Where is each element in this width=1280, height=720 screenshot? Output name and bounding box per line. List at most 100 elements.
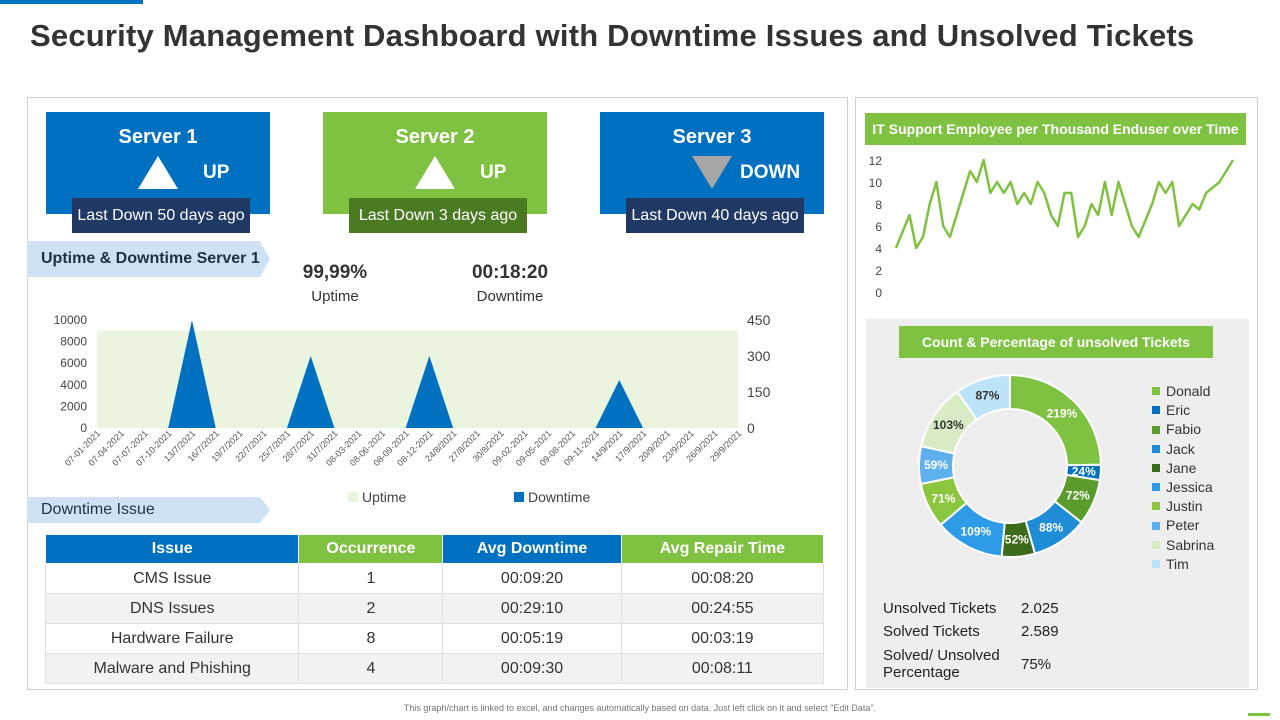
table-cell: Hardware Failure [44,623,300,654]
donut-data-label: 219% [1047,406,1078,420]
y-right-tick-label: 0 [747,420,755,436]
unsolved-tickets-stat: Unsolved Tickets 2.025 [883,600,1059,617]
up-arrow-icon [138,156,178,189]
unsolved-label: Unsolved Tickets [883,600,997,617]
issues-table: Issue Occurrence Avg Downtime Avg Repair Ti… [44,534,825,684]
legend-item: Peter [1152,516,1199,534]
table-cell: DNS Issues [44,593,300,624]
server-status: DOWN [740,162,801,183]
downtime-area [97,320,738,428]
y-left-tick-label: 6000 [60,356,87,370]
legend-swatch [1152,406,1160,415]
legend-swatch [514,492,524,502]
server-card-2[interactable]: Server 2 UP Last Down 3 days ago [323,112,547,233]
pct-value: 75% [1021,656,1052,673]
top-accent-bar [0,0,143,4]
legend-item: Jessica [1152,478,1213,496]
legend-item: Sabrina [1152,536,1214,554]
server-status: UP [203,162,230,183]
support-line-series [894,158,1235,250]
tickets-chart-title: Count & Percentage of unsolved Tickets [899,326,1213,358]
table-header-cell: Avg Downtime [442,534,622,564]
table-header-cell: Occurrence [298,534,444,564]
legend-swatch [1152,483,1160,492]
donut-data-label: 88% [1039,520,1063,534]
table-cell: 1 [298,563,444,594]
donut-data-label: 52% [1005,533,1029,547]
legend-label: Fabio [1166,421,1202,438]
it-support-chart-title: IT Support Employee per Thousand Enduser… [865,113,1246,145]
table-row: Hardware Failure 8 00:05:19 00:03:19 [44,623,825,654]
table-row: DNS Issues 2 00:29:10 00:24:55 [44,593,825,624]
table-row: CMS Issue 1 00:09:20 00:08:20 [44,563,825,594]
page-title: Security Management Dashboard with Downt… [30,18,1195,53]
donut-data-label: 71% [931,491,955,505]
y-left-tick-label: 4000 [60,378,87,392]
last-down-badge: Last Down 40 days ago [626,198,804,233]
donut-data-label: 24% [1072,464,1096,478]
legend-swatch [1152,521,1160,530]
table-cell: 00:09:30 [442,653,622,684]
table-row: Malware and Phishing 4 00:09:30 00:08:11 [44,653,825,684]
legend-label: Donald [1166,383,1211,399]
it-support-line-chart: 12 10 8 6 4 2 0 [869,154,1235,300]
server-status: UP [480,162,507,183]
y-tick-label: 6 [875,220,882,234]
pct-label-line1: Solved/ Unsolved [883,647,1000,664]
table-cell: 00:08:11 [620,653,825,684]
server-card-1[interactable]: Server 1 UP Last Down 50 days ago [46,112,270,233]
legend-item: Justin [1152,497,1203,515]
table-cell: 4 [298,653,444,684]
legend-label: Justin [1166,498,1203,515]
table-cell: 00:08:20 [620,563,825,594]
legend-label: Tim [1166,555,1189,572]
y-tick-label: 8 [875,198,882,212]
y-tick-label: 12 [869,154,883,168]
last-down-badge: Last Down 3 days ago [349,198,527,233]
legend-swatch [1152,425,1160,434]
legend-swatch [1152,387,1160,396]
uptime-label: Uptime [311,288,359,305]
table-cell: 00:09:20 [442,563,622,594]
donut-data-label: 103% [933,418,964,432]
y-left-tick-label: 10000 [54,313,88,327]
y-tick-label: 2 [875,264,882,278]
solved-tickets-stat: Solved Tickets 2.589 [883,623,1059,640]
legend-item: Jane [1152,459,1196,477]
downtime-label: Downtime [476,288,544,305]
legend-label: Jack [1166,440,1195,457]
donut-data-label: 87% [975,389,999,403]
uptime-kpi: 99,99% Uptime [275,262,395,305]
y-right-tick-label: 150 [747,384,771,400]
legend-label: Sabrina [1166,536,1215,553]
table-cell: 00:03:19 [620,623,825,654]
table-header-cell: Avg Repair Time [620,534,825,564]
legend-label: Downtime [528,489,590,505]
legend-swatch [1152,560,1160,569]
y-tick-label: 4 [875,242,882,256]
solved-value: 2.589 [1021,623,1059,640]
footnote: This graph/chart is linked to excel, and… [403,703,877,713]
legend-swatch [1152,502,1160,511]
legend-swatch [348,492,358,502]
legend-swatch [1152,540,1160,549]
donut-data-label: 72% [1066,489,1090,503]
legend-swatch [1152,464,1160,473]
bottom-accent-bar [1248,713,1270,716]
downtime-kpi: 00:18:20 Downtime [450,262,570,305]
table-cell: CMS Issue [44,563,300,594]
legend-item: Fabio [1152,420,1201,438]
y-tick-label: 0 [875,286,882,300]
table-cell: Malware and Phishing [44,653,300,684]
y-right-tick-label: 300 [747,348,771,364]
legend-item: Eric [1152,401,1190,419]
y-tick-label: 10 [869,176,883,190]
legend-item: Donald [1152,382,1210,400]
legend-item: Tim [1152,555,1189,573]
server-name: Server 1 [118,126,198,148]
down-arrow-icon [692,156,732,189]
server-card-3[interactable]: Server 3 DOWN Last Down 40 days ago [600,112,824,233]
donut-data-label: 59% [924,458,948,472]
downtime-value: 00:18:20 [471,262,549,283]
legend-label: Jessica [1166,479,1213,495]
